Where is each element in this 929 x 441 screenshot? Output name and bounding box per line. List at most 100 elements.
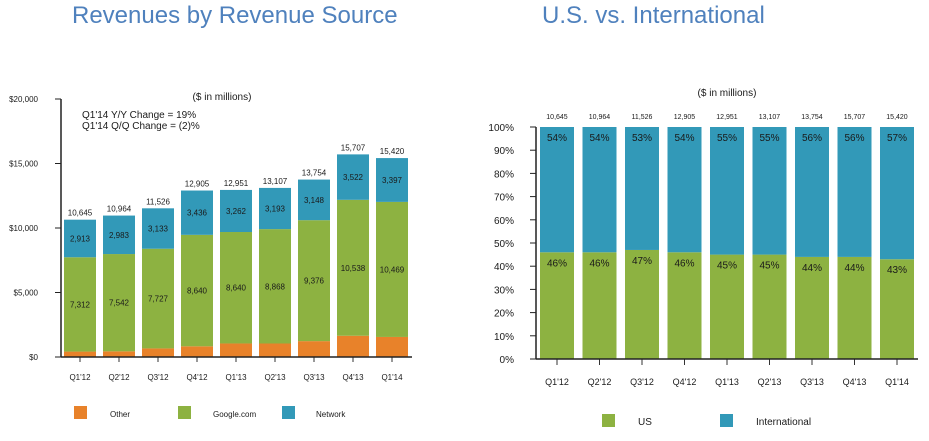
bar-segment-us: [667, 252, 702, 359]
percent-label: 56%: [802, 133, 822, 144]
bar-segment-googlecom: [337, 199, 369, 336]
legend-label: US: [638, 417, 652, 428]
percent-label: 47%: [632, 256, 652, 267]
bar-segment-network: [337, 154, 369, 200]
bar-segment-other: [337, 335, 369, 357]
legend-swatch-googlecom: [178, 406, 191, 419]
bar-segment-international: [837, 127, 872, 257]
bar-segment-network: [64, 219, 96, 258]
bar-segment-us: [710, 254, 744, 359]
total-label: 12,951: [224, 179, 249, 188]
data-label: 8,640: [226, 284, 247, 293]
bar-segment-international: [795, 127, 829, 257]
legend-swatch-network: [282, 406, 295, 419]
data-label: 3,148: [304, 196, 325, 205]
bar-segment-us: [752, 254, 787, 359]
x-tick-label: Q4'12: [186, 373, 208, 382]
bar-segment-international: [880, 127, 914, 260]
y-tick-label: 0%: [500, 355, 515, 366]
x-tick-label: Q4'13: [843, 377, 867, 387]
bar-segment-international: [625, 127, 659, 250]
bar-segment-international: [667, 127, 702, 253]
bar-segment-network: [376, 158, 408, 202]
chart-subtitle: ($ in millions): [698, 88, 757, 99]
percent-label: 57%: [887, 133, 907, 144]
right-chart-title: U.S. vs. International: [542, 2, 765, 29]
bar-segment-other: [376, 336, 408, 357]
data-label: 3,133: [148, 225, 169, 234]
chart-annotation: Q1'14 Y/Y Change = 19%: [82, 110, 196, 121]
percent-label: 44%: [802, 263, 822, 274]
percent-label: 43%: [887, 265, 907, 276]
percent-label: 46%: [589, 258, 609, 269]
x-tick-label: Q1'13: [225, 373, 247, 382]
bar-segment-other: [181, 346, 213, 357]
y-tick-label: 90%: [494, 146, 514, 157]
total-label: 12,905: [674, 114, 696, 121]
x-tick-label: Q2'12: [108, 373, 130, 382]
bar-segment-network: [181, 190, 213, 235]
total-label: 15,707: [844, 114, 866, 121]
bar-segment-googlecom: [142, 248, 174, 349]
y-tick-label: 30%: [494, 285, 514, 296]
total-label: 13,107: [263, 177, 288, 186]
legend-label: International: [756, 417, 811, 428]
x-tick-label: Q3'12: [630, 377, 654, 387]
bar-segment-international: [540, 127, 574, 253]
data-label: 7,312: [70, 300, 91, 309]
bar-segment-international: [582, 127, 617, 253]
percent-label: 46%: [674, 258, 694, 269]
bar-segment-us: [582, 252, 617, 359]
legend-label: Google.com: [213, 410, 256, 419]
x-tick-label: Q3'13: [303, 373, 325, 382]
legend-label: Other: [110, 410, 130, 419]
bar-segment-googlecom: [220, 232, 252, 344]
bar-segment-googlecom: [103, 254, 135, 352]
percent-label: 54%: [547, 133, 567, 144]
percent-label: 54%: [674, 133, 694, 144]
total-label: 10,645: [546, 114, 568, 121]
x-tick-label: Q1'14: [885, 377, 909, 387]
percent-label: 45%: [759, 261, 779, 272]
percent-label: 56%: [844, 133, 864, 144]
data-label: 3,193: [265, 205, 286, 214]
y-tick-label: $20,000: [9, 95, 38, 104]
x-tick-label: Q2'13: [758, 377, 782, 387]
y-tick-label: 80%: [494, 169, 514, 180]
x-tick-label: Q1'13: [715, 377, 739, 387]
bar-segment-other: [259, 343, 291, 357]
total-label: 15,707: [341, 143, 366, 152]
bar-segment-us: [795, 256, 829, 359]
bar-segment-network: [142, 208, 174, 249]
y-tick-label: 50%: [494, 239, 514, 250]
percent-label: 46%: [547, 258, 567, 269]
legend-label: Network: [316, 410, 346, 419]
y-tick-label: $10,000: [9, 224, 38, 233]
bar-segment-googlecom: [64, 257, 96, 352]
data-label: 10,469: [380, 265, 405, 274]
data-label: 8,868: [265, 282, 286, 291]
data-label: 3,397: [382, 176, 403, 185]
percent-label: 55%: [717, 133, 737, 144]
total-label: 13,107: [759, 114, 781, 121]
bar-segment-other: [298, 341, 330, 357]
data-label: 7,727: [148, 295, 169, 304]
x-tick-label: Q2'13: [264, 373, 286, 382]
total-label: 12,905: [185, 180, 210, 189]
x-tick-label: Q4'12: [673, 377, 697, 387]
data-label: 2,913: [70, 234, 91, 243]
total-label: 10,645: [68, 209, 93, 218]
total-label: 13,754: [801, 114, 823, 121]
x-tick-label: Q3'13: [800, 377, 824, 387]
percent-label: 44%: [844, 263, 864, 274]
bar-segment-network: [259, 187, 291, 230]
y-tick-label: $0: [29, 353, 38, 362]
bar-segment-other: [64, 351, 96, 357]
bar-segment-us: [625, 249, 659, 359]
data-label: 3,436: [187, 209, 208, 218]
legend-swatch-us: [602, 414, 615, 427]
y-tick-label: 100%: [488, 123, 514, 134]
x-tick-label: Q1'14: [381, 373, 403, 382]
bar-segment-googlecom: [376, 201, 408, 337]
